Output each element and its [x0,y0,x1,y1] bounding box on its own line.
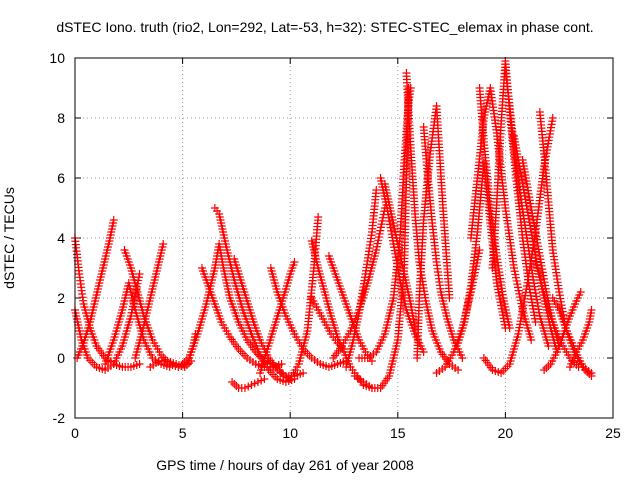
data-point [544,362,553,370]
series-35 [501,66,553,350]
data-point [135,270,144,278]
data-point [445,294,454,302]
series-17 [307,237,376,392]
series-31 [466,84,536,344]
y-tick-label: 4 [57,230,65,246]
chart-title: dSTEC Iono. truth (rio2, Lon=292, Lat=-5… [56,19,593,35]
data-point [505,324,514,332]
data-point [372,186,381,194]
y-tick-label: 2 [57,290,65,306]
data-point [260,375,269,383]
axes: 0 5 10 15 20 25 -2 0 2 4 6 8 10 [49,50,621,441]
data-point [406,84,415,92]
data-point [540,366,549,374]
x-tick-label: 15 [390,425,406,441]
series-7 [146,357,196,371]
data-point [109,216,118,224]
data-point [314,213,323,221]
data-point [232,382,241,390]
data-points [71,57,596,392]
data-point [135,360,144,368]
series-9 [185,240,277,368]
y-tick-label: -2 [53,410,66,426]
series-42 [565,306,596,371]
data-point [542,364,551,372]
series-4 [101,279,174,371]
data-point [475,246,484,254]
data-point [576,288,585,296]
data-point [527,336,536,344]
data-point [299,369,308,377]
series-14 [256,258,299,377]
series-38 [535,108,596,377]
x-tick-label: 25 [605,425,621,441]
series-13 [228,375,269,392]
y-tick-label: 8 [57,110,65,126]
data-point [548,114,557,122]
y-tick-label: 0 [57,350,65,366]
data-point [277,360,286,368]
data-point [230,380,239,388]
data-point [159,240,168,248]
data-point [544,342,553,350]
plot-frame [74,57,614,419]
series-3 [73,216,118,362]
data-point [587,306,596,314]
series-6 [131,240,168,362]
series-21 [342,186,381,371]
data-point [228,378,237,386]
data-point [367,357,376,365]
data-point [290,258,299,266]
series-30 [454,159,510,347]
data-point [454,366,463,374]
data-point [458,354,467,362]
x-tick-label: 20 [498,425,514,441]
series-27 [413,102,454,362]
x-axis-label: GPS time / hours of day 261 of year 2008 [156,457,414,473]
y-tick-label: 10 [49,50,65,66]
x-tick-label: 0 [71,425,79,441]
data-point [587,372,596,380]
x-tick-label: 5 [179,425,187,441]
y-axis-label: dSTEC / TECUs [1,187,17,289]
y-tick-label: 6 [57,170,65,186]
series-25 [380,180,420,332]
x-tick-label: 10 [282,425,298,441]
series-28 [419,123,467,362]
